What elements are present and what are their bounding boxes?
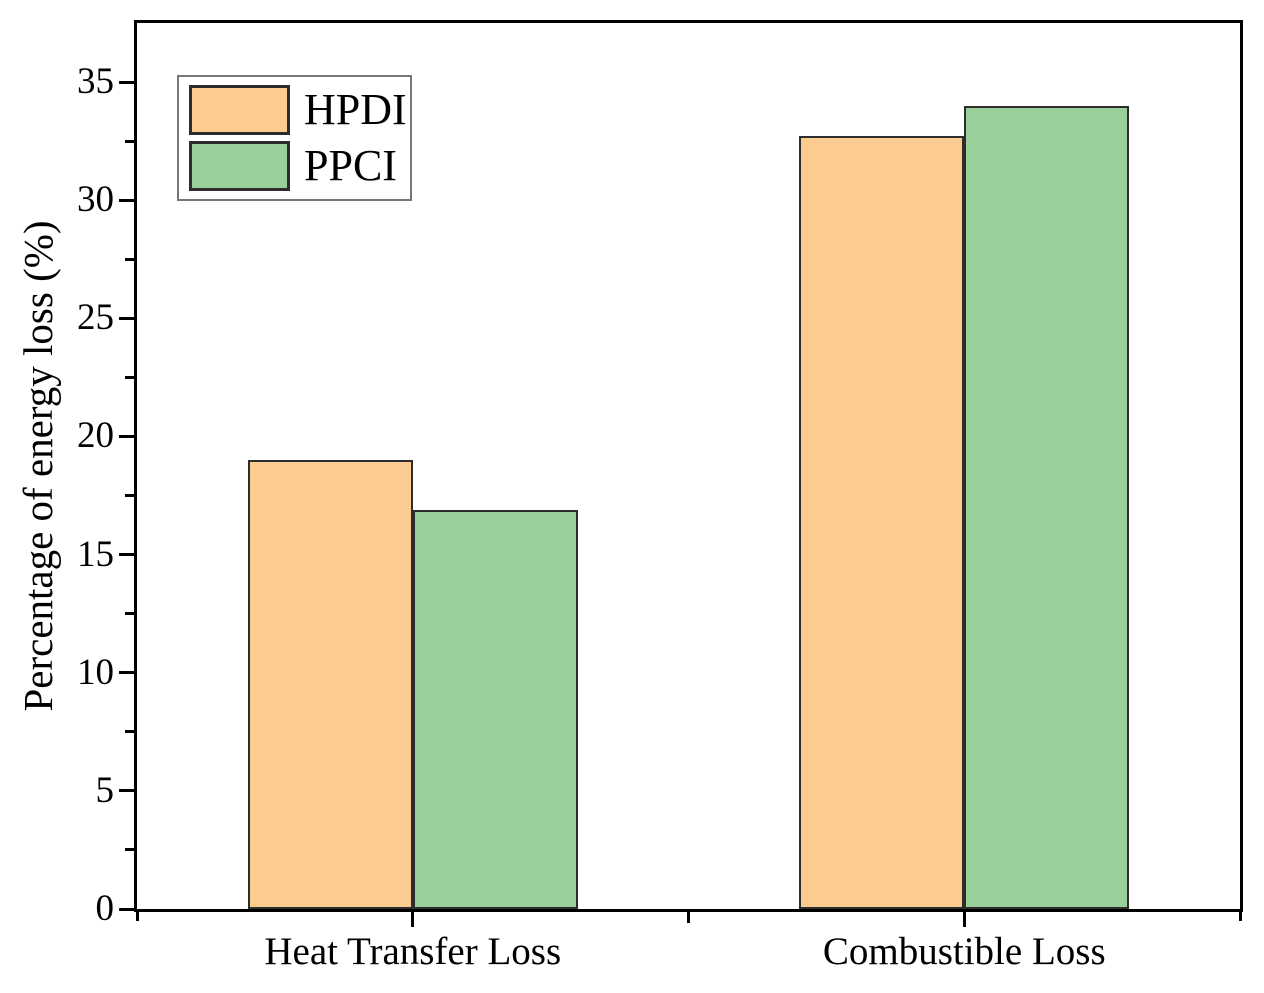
y-axis-major-tick (119, 434, 134, 438)
x-axis-category-label: Combustible Loss (822, 930, 1106, 973)
legend-label: PPCI (304, 141, 397, 190)
y-axis-minor-tick (125, 257, 134, 261)
y-axis-tick-label: 20 (77, 415, 114, 457)
bar-ppci-2 (964, 105, 1130, 909)
y-axis-major-tick (119, 907, 134, 911)
y-axis-tick-label: 25 (77, 297, 114, 339)
y-axis-minor-tick (125, 730, 134, 734)
bar-hpdi-1 (247, 460, 413, 909)
y-axis-major-tick (119, 789, 134, 793)
y-axis-minor-tick (125, 848, 134, 852)
y-axis-major-tick (119, 553, 134, 557)
y-axis-major-tick (119, 198, 134, 202)
x-axis-right-end-tick (1238, 912, 1242, 921)
legend-swatch-hpdi (189, 85, 290, 135)
y-axis-minor-tick (125, 139, 134, 143)
y-axis-tick-label: 35 (77, 61, 114, 103)
legend: HPDI PPCI (177, 75, 412, 201)
legend-entry-hpdi: HPDI (189, 85, 407, 135)
x-axis-category-label: Heat Transfer Loss (264, 930, 562, 973)
x-axis-minor-tick (687, 912, 690, 923)
x-axis-major-tick (411, 912, 415, 927)
y-axis-major-tick (119, 316, 134, 320)
legend-entry-ppci: PPCI (189, 141, 400, 191)
x-axis-left-end-tick (135, 912, 139, 921)
y-axis-tick-label: 5 (95, 769, 115, 811)
y-axis-minor-tick (125, 612, 134, 616)
y-axis-major-tick (119, 671, 134, 675)
bar-hpdi-2 (799, 136, 965, 909)
legend-swatch-ppci (189, 141, 290, 191)
y-axis-minor-tick (125, 375, 134, 379)
x-axis-major-tick (962, 912, 966, 927)
y-axis-tick-label: 10 (77, 651, 114, 693)
y-axis-major-tick (119, 80, 134, 84)
legend-label: HPDI (304, 85, 407, 134)
bar-ppci-1 (412, 509, 578, 909)
y-axis-tick-label: 0 (95, 888, 115, 929)
y-axis-minor-tick (125, 494, 134, 498)
y-axis-tick-label: 15 (77, 533, 114, 575)
plot-area-frame (134, 20, 1243, 912)
y-axis-tick-label: 30 (77, 179, 114, 221)
